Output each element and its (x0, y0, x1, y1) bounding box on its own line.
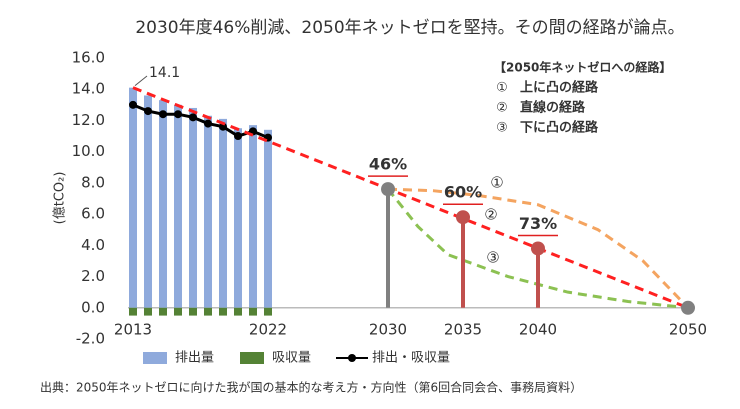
line-point (189, 113, 197, 122)
route-line (132, 86, 689, 310)
y-tick-label: 12.0 (72, 111, 105, 129)
target-label: 46% (369, 155, 407, 174)
y-tick-label: 6.0 (81, 205, 105, 223)
y-tick-label: 16.0 (72, 49, 105, 67)
line-point (204, 119, 212, 128)
x-tick-label: 2050 (669, 321, 707, 339)
bar (234, 128, 242, 308)
bar (264, 129, 272, 308)
legend-swatch (143, 352, 167, 364)
route-legend-title: 【2050年ネットゼロへの経路】 (494, 60, 671, 75)
legend-tag: ① (496, 81, 508, 96)
target-label: 73% (519, 214, 557, 233)
bar (144, 307, 152, 316)
route-tag: ③ (486, 249, 499, 267)
bar (204, 115, 212, 308)
y-tick-label: 14.0 (72, 80, 105, 98)
target-point (381, 182, 395, 197)
y-tick-label: 8.0 (81, 173, 105, 191)
bar (174, 104, 182, 308)
legend-label: 直線の経路 (520, 100, 586, 116)
legend-label: 上に凸の経路 (520, 80, 599, 96)
bar (129, 87, 137, 308)
route-tag: ② (484, 206, 497, 224)
x-tick-label: 2022 (249, 321, 287, 339)
y-axis-label: (億tCO₂) (52, 172, 68, 225)
bar (174, 307, 182, 316)
bar (219, 307, 227, 316)
legend-label: 排出量 (175, 351, 214, 366)
y-tick-label: -2.0 (76, 330, 105, 348)
y-tick-label: 0.0 (81, 298, 105, 316)
bar (264, 307, 272, 316)
route-line (386, 188, 689, 310)
x-tick-label: 2035 (444, 321, 482, 339)
bar (249, 125, 257, 308)
legend-tag: ③ (496, 121, 508, 136)
line-point (174, 110, 182, 119)
x-tick-label: 2030 (369, 321, 407, 339)
line-point (234, 132, 242, 141)
y-tick-label: 10.0 (72, 142, 105, 160)
x-tick-label: 2013 (114, 321, 152, 339)
legend-swatch-point (348, 354, 356, 362)
x-tick-label: 2040 (519, 321, 557, 339)
bar (234, 307, 242, 316)
bar (204, 307, 212, 316)
target-point (681, 300, 695, 315)
annotation: 14.1 (149, 65, 180, 81)
legend-label: 吸収量 (272, 351, 311, 366)
legend-label: 下に凸の経路 (520, 120, 599, 136)
line-point (129, 100, 137, 109)
bar (129, 307, 137, 316)
route-tag: ① (490, 174, 503, 192)
bar (249, 307, 257, 316)
chart-title: 2030年度46%削減、2050年ネットゼロを堅持。その間の経路が論点。 (135, 18, 684, 38)
target-label: 60% (444, 183, 482, 202)
y-tick-label: 4.0 (81, 236, 105, 254)
line-point (219, 122, 227, 131)
bar (219, 118, 227, 308)
bar (189, 107, 197, 308)
y-tick-label: 2.0 (81, 267, 105, 285)
annotation-leader (134, 75, 148, 87)
bar (144, 95, 152, 308)
bar (159, 100, 167, 308)
target-point (531, 241, 545, 256)
legend-tag: ② (496, 101, 508, 116)
line-point (159, 110, 167, 119)
bar (159, 307, 167, 316)
legend-label: 排出・吸収量 (372, 351, 450, 366)
legend-swatch (240, 352, 264, 364)
target-point (456, 210, 470, 225)
line-point (144, 107, 152, 116)
source-note: 出典：2050年ネットゼロに向けた我が国の基本的な考え方・方向性（第6回合同会合… (40, 380, 582, 395)
bar (189, 307, 197, 316)
route-line (387, 187, 690, 309)
